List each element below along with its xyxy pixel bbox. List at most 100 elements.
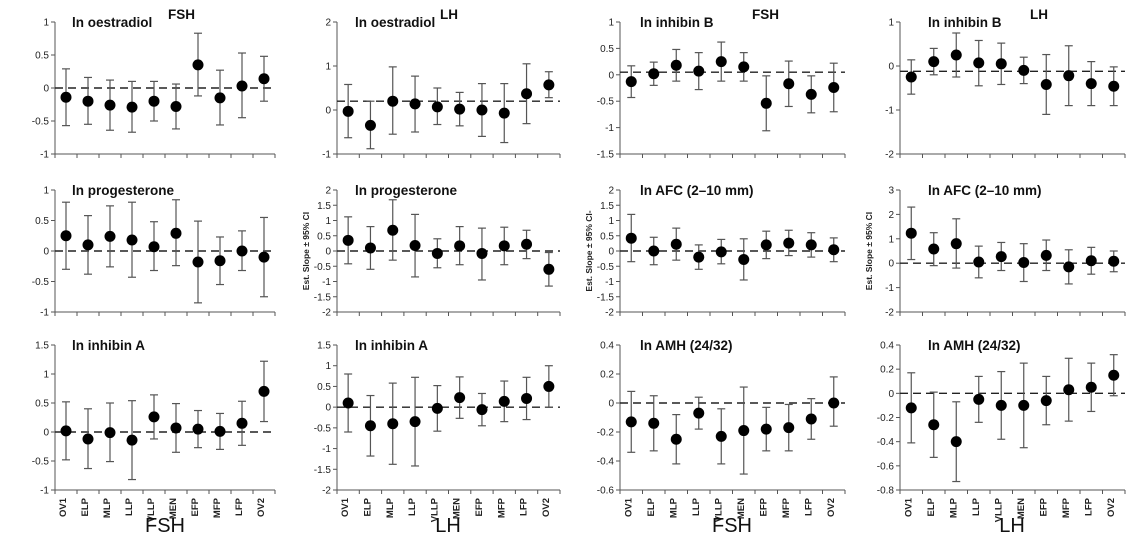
panel-10-point: [454, 392, 466, 404]
panel-11-point: [715, 430, 727, 442]
panel-1-title: ln oestradiol: [72, 15, 152, 30]
panel-7: -2 -1.5 -1 -0.5 0 0.5 1 1.5 2 ln AFC (2–10 mm) Est…: [584, 183, 846, 319]
panel-6-title: ln progesterone: [355, 183, 458, 198]
panel-3: -1.5 -1 -0.5 0 0.5 1 ln inhibin B FSH: [597, 7, 846, 161]
panel-12-ytick-label: 0.2: [880, 365, 894, 376]
panel-5-point: [236, 245, 248, 257]
panel-7-point: [715, 246, 727, 258]
panel-4-ytick-label: 1: [888, 18, 894, 29]
panel-12-ytick-label: -0.2: [877, 413, 895, 424]
panel-9-point: [60, 425, 72, 437]
panel-9-ytick-label: -0.5: [32, 457, 50, 468]
panel-5-ytick-label: -1: [40, 308, 49, 319]
panel-9-xtick-label: EFP: [190, 497, 201, 516]
panel-12-ytick-label: 0.4: [880, 341, 894, 352]
panel-8-point: [928, 243, 940, 255]
panel-3-ytick-label: 1: [608, 18, 614, 29]
panel-3-ytick-label: -0.5: [597, 97, 615, 108]
panel-4: -2 -1 0 1 ln inhibin B LH: [885, 7, 1126, 161]
panel-12-xtick-label: LLP: [971, 497, 982, 516]
panel-4-hormone-tag: LH: [1030, 7, 1048, 22]
panel-11-xtick-label: LLP: [691, 497, 702, 516]
panel-12-point: [973, 393, 985, 405]
panel-11-title: ln AMH (24/32): [640, 338, 733, 353]
panel-12-xtick-label: MEN: [1016, 498, 1027, 519]
panel-1-ytick-label: -0.5: [32, 117, 50, 128]
panel-1-ytick-label: -1: [40, 150, 49, 161]
panel-12-title: ln AMH (24/32): [928, 338, 1021, 353]
panel-2-point: [543, 79, 555, 91]
panel-10-point: [543, 380, 555, 392]
panel-2-point: [498, 107, 510, 119]
panel-11-ytick-label: 0.2: [600, 370, 614, 381]
panel-6-point: [543, 263, 555, 275]
panel-9-xtick-label: OV2: [256, 498, 267, 517]
panel-9-ytick-label: 0: [43, 428, 49, 439]
panel-7-ytick-label: -1: [605, 277, 614, 288]
panel-6-point: [342, 234, 354, 246]
panel-10-xtick-label: VLLP: [429, 497, 440, 522]
panel-8-y-axis-label: Est. Slope ± 95% CI: [864, 212, 874, 290]
panel-11-point: [805, 413, 817, 425]
panel-5-ytick-label: 0.5: [35, 216, 49, 227]
panel-2-point: [364, 119, 376, 131]
panel-9: -1 -0.5 0 0.5 1 1.5 OV1 ELP MLP LLP VLLP MEN EFP MFP L…: [32, 338, 276, 522]
panel-4-point: [928, 56, 940, 68]
panel-10-xtick-label: OV1: [340, 497, 351, 517]
panel-10-ytick-label: -1: [322, 444, 331, 455]
panel-7-ytick-label: 1.5: [600, 201, 614, 212]
panel-10-ytick-label: 0: [325, 403, 331, 414]
panel-3-ytick-label: -1.5: [597, 150, 615, 161]
panel-5-point: [82, 239, 94, 251]
panel-10-xtick-label: EFP: [474, 497, 485, 516]
panel-1-hormone-tag: FSH: [168, 7, 195, 22]
panel-3-point: [738, 61, 750, 73]
panel-12-ytick-label: -0.6: [877, 461, 895, 472]
panel-10-xtick-label: MFP: [496, 497, 507, 518]
panel-12-point: [995, 399, 1007, 411]
panel-10-point: [387, 418, 399, 430]
panel-6-point: [498, 240, 510, 252]
panel-12-xtick-label: OV2: [1106, 498, 1117, 517]
panel-10-ytick-label: -1.5: [314, 465, 332, 476]
panel-1-point: [214, 92, 226, 104]
panel-7-point: [670, 238, 682, 250]
column-hormone-label: LH: [999, 515, 1025, 537]
panel-11-xtick-label: MLP: [668, 497, 679, 518]
panel-2-point: [342, 105, 354, 117]
panel-12-ytick-label: -0.4: [877, 437, 895, 448]
panel-7-y-axis-label: Est. Slope ± 95% CI-: [584, 210, 594, 291]
panel-4-point: [1108, 80, 1120, 92]
panel-6-point: [409, 240, 421, 252]
panel-2-title: ln oestradiol: [355, 15, 435, 30]
panel-9-point: [170, 422, 182, 434]
panel-1-point: [236, 80, 248, 92]
panel-11-xtick-label: MFP: [781, 497, 792, 518]
panel-11-ytick-label: -0.6: [597, 486, 615, 497]
panel-8-point: [1018, 256, 1030, 268]
panel-8-ytick-label: 1: [888, 234, 894, 245]
panel-4-point: [1040, 78, 1052, 90]
panel-5-point: [258, 251, 270, 263]
panel-6-ytick-label: -1.5: [314, 292, 332, 303]
panel-6-ytick-label: 1.5: [317, 201, 331, 212]
panel-6-y-axis-label: Est. Slope ± 95% CI: [301, 212, 311, 290]
panel-9-xtick-label: ELP: [80, 497, 91, 516]
panel-8: -2 -1 0 1 2 3 ln AFC (2–10 mm) Est. Slope ± 95%…: [864, 183, 1126, 319]
panel-8-ytick-label: -2: [885, 308, 894, 319]
panel-3-point: [648, 68, 660, 80]
panel-1: -1 -0.5 0 0.5 1 ln oestradiol FSH: [32, 7, 276, 161]
column-hormone-label: FSH: [712, 515, 752, 537]
panel-3-point: [783, 78, 795, 90]
panel-11-point: [693, 407, 705, 419]
panel-1-point: [170, 100, 182, 112]
panel-5-point: [214, 255, 226, 267]
panel-4-point: [905, 71, 917, 83]
panel-10-title: ln inhibin A: [355, 338, 428, 353]
panel-1-point: [60, 91, 72, 103]
panel-2-point: [431, 101, 443, 113]
panel-7-ytick-label: 1: [608, 216, 614, 227]
panel-12-xtick-label: MFP: [1061, 497, 1072, 518]
panel-10-ytick-label: -0.5: [314, 423, 332, 434]
panel-8-point: [1040, 249, 1052, 261]
